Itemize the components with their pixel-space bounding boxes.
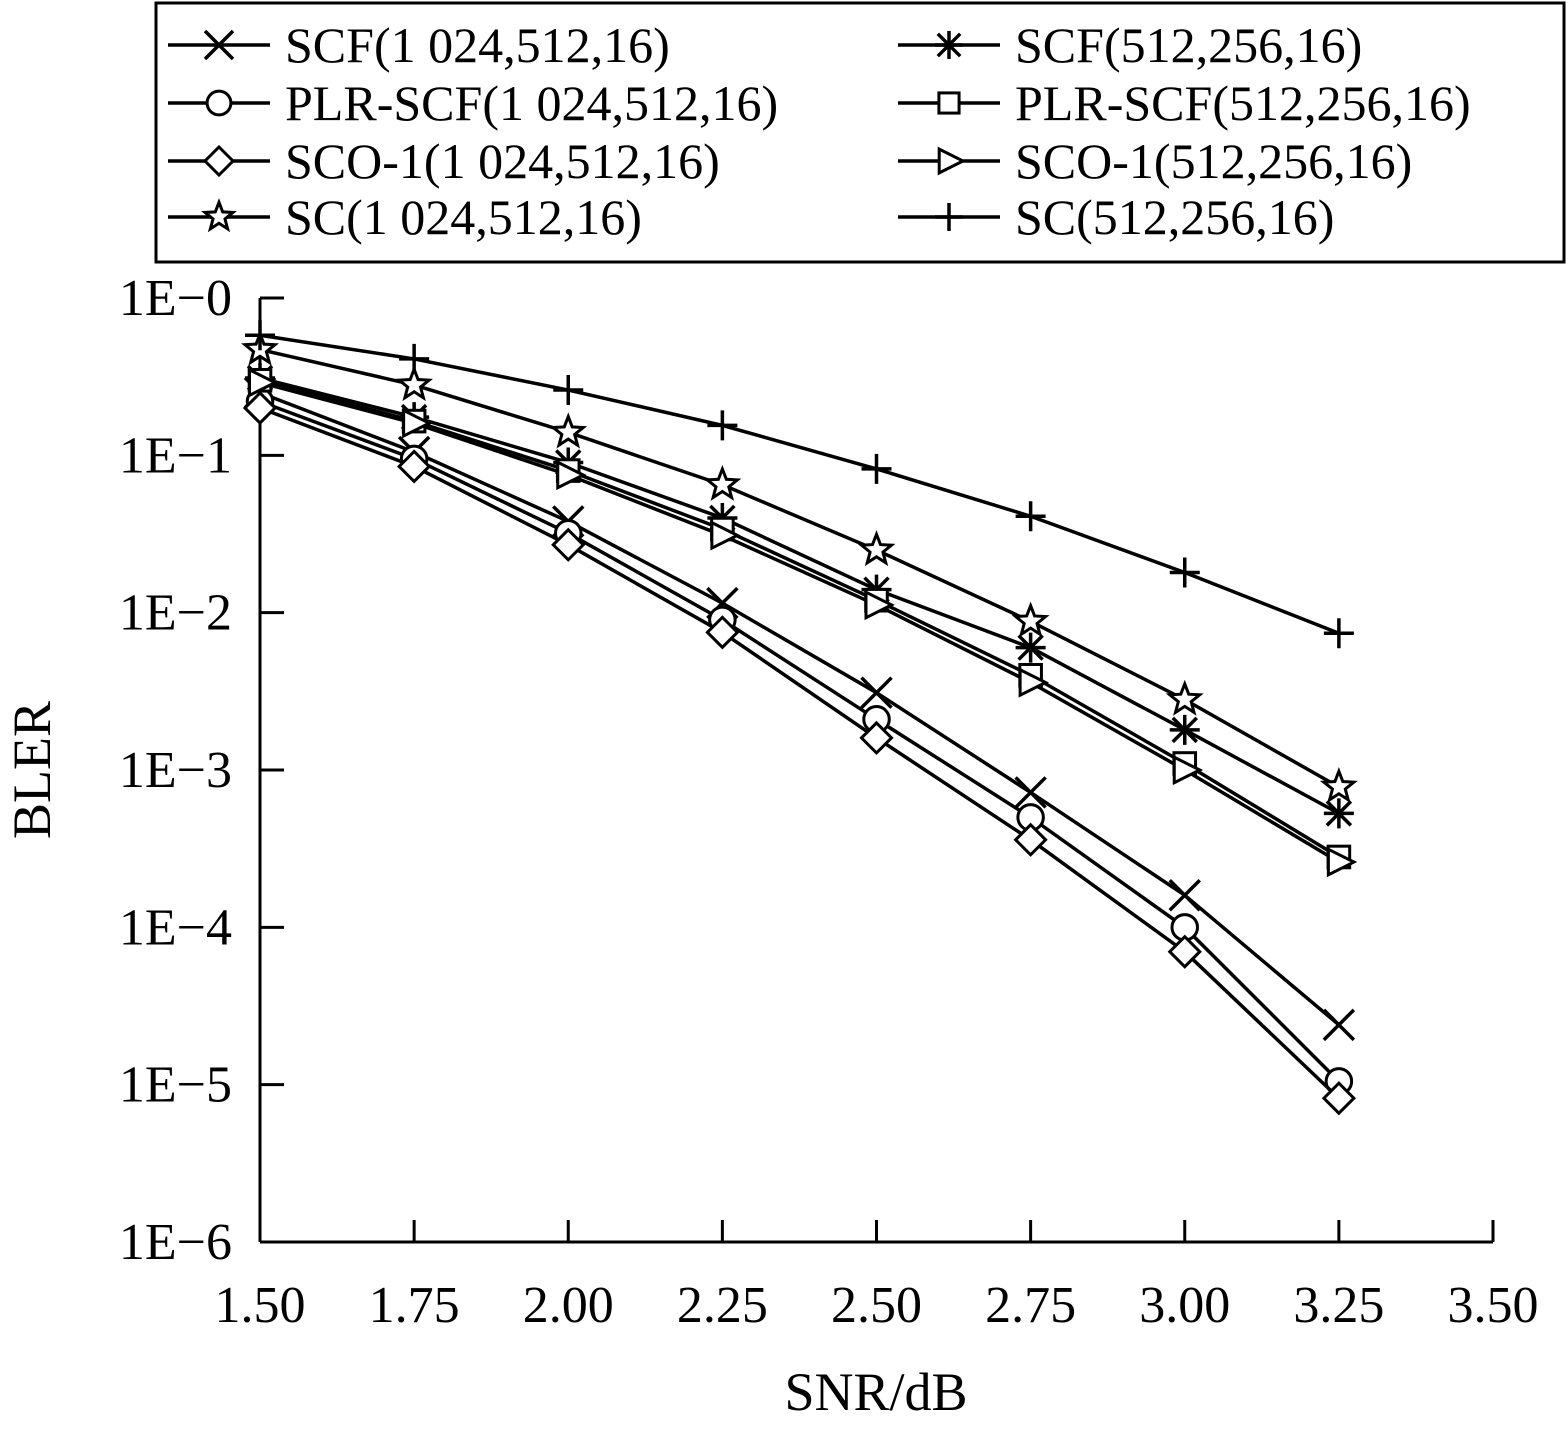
legend-label: SCF(1 024,512,16) [285, 17, 670, 73]
series-line [259, 378, 1340, 859]
legend-marker [202, 144, 236, 178]
data-point [1321, 1081, 1357, 1116]
y-tick-label: 1E−0 [119, 270, 232, 327]
data-point [861, 453, 892, 484]
legend-entry: SCF(512,256,16) [898, 17, 1362, 73]
series-layer [241, 320, 1358, 1116]
legend-label: SCO-1(1 024,512,16) [285, 133, 720, 189]
x-tick-label: 2.75 [985, 1277, 1076, 1334]
data-point [242, 390, 278, 426]
data-point [248, 367, 279, 398]
series-line [259, 406, 1341, 1100]
y-tick-label: 1E−6 [119, 1214, 232, 1271]
y-axis-title: BLER [2, 701, 62, 839]
legend-entry: PLR-SCF(512,256,16) [898, 75, 1471, 131]
legend-entry: SC(1 024,512,16) [168, 189, 642, 245]
series-square [247, 367, 1352, 870]
series-star [241, 329, 1358, 804]
data-point [1015, 632, 1046, 663]
data-point [707, 410, 738, 441]
series-line [259, 380, 1340, 864]
series-line [259, 391, 1341, 1027]
legend-marker [201, 198, 237, 233]
data-point [710, 520, 741, 551]
y-tick-label: 1E−5 [119, 1057, 232, 1114]
legend-marker [203, 29, 235, 61]
data-point [860, 676, 893, 709]
series-line [259, 347, 1340, 789]
legend-entry: SCO-1(1 024,512,16) [168, 133, 720, 189]
data-point [1014, 776, 1047, 809]
x-tick-label: 2.50 [831, 1277, 922, 1334]
data-point [703, 464, 742, 501]
data-point [864, 589, 895, 621]
data-point [1323, 618, 1354, 649]
legend-marker [937, 146, 967, 176]
legend-entry: SCO-1(512,256,16) [898, 133, 1412, 189]
legend-label: SC(512,256,16) [1015, 189, 1334, 245]
y-tick-label: 1E−2 [119, 585, 232, 642]
legend-marker [937, 91, 961, 115]
data-point [1169, 557, 1200, 588]
y-tick-label: 1E−4 [119, 899, 232, 956]
x-tick-label: 1.50 [215, 1277, 306, 1334]
data-point [1322, 1008, 1356, 1042]
series-triangle-right [248, 367, 1358, 878]
data-point [859, 720, 894, 756]
legend-entry: SC(512,256,16) [898, 189, 1334, 245]
legend-label: SCO-1(512,256,16) [1015, 133, 1412, 189]
data-point [1018, 667, 1049, 698]
legend-marker [935, 203, 963, 231]
series-plus [245, 320, 1354, 649]
legend-label: SCF(512,256,16) [1015, 17, 1362, 73]
x-tick-label: 3.50 [1448, 1277, 1539, 1334]
data-point [553, 375, 584, 406]
data-point [1167, 934, 1202, 969]
legend-entry: PLR-SCF(1 024,512,16) [168, 75, 778, 131]
x-tick-label: 2.00 [523, 1277, 614, 1334]
legend-label: PLR-SCF(1 024,512,16) [285, 75, 778, 131]
data-point [395, 365, 434, 402]
data-point [1169, 714, 1200, 745]
data-point [551, 527, 586, 562]
data-point [399, 343, 430, 374]
y-tick-label: 1E−1 [119, 427, 232, 484]
data-point [549, 412, 588, 449]
x-tick-label: 3.25 [1293, 1277, 1384, 1334]
series-line [259, 333, 1340, 635]
y-tick-label: 1E−3 [119, 742, 232, 799]
data-point [1165, 679, 1204, 716]
legend-marker [935, 31, 963, 59]
x-tick-label: 1.75 [369, 1277, 460, 1334]
legend-box [154, 1, 1566, 264]
data-point [397, 449, 432, 484]
legend: SCF(1 024,512,16) SCF(512,256,16)PLR-SCF(… [154, 1, 1566, 264]
data-point [556, 459, 587, 491]
data-point [1172, 754, 1204, 786]
series-diamond [242, 390, 1357, 1116]
x-tick-label: 2.25 [677, 1277, 768, 1334]
data-point [402, 408, 433, 439]
data-point [1326, 846, 1358, 878]
data-point [1319, 767, 1358, 804]
data-point [1015, 501, 1046, 532]
series-line [259, 399, 1341, 1083]
series-line [259, 376, 1340, 815]
data-point [705, 615, 740, 650]
data-point [245, 320, 275, 351]
data-point [857, 530, 896, 567]
x-axis-title: SNR/dB [784, 1362, 967, 1422]
data-point [1323, 798, 1354, 829]
plot-axes: 1.50 1.75 2.00 2.25 2.50 2.75 3.00 3.25 3.50 1E−… [119, 270, 1539, 1334]
legend-label: SC(1 024,512,16) [285, 189, 642, 245]
data-point [1011, 601, 1050, 638]
legend-label: PLR-SCF(512,256,16) [1015, 75, 1471, 131]
legend-marker [205, 89, 233, 117]
legend-entry: SCF(1 024,512,16) [168, 17, 670, 73]
x-tick-label: 3.00 [1139, 1277, 1230, 1334]
data-point [1168, 878, 1201, 912]
data-point [1013, 822, 1048, 857]
